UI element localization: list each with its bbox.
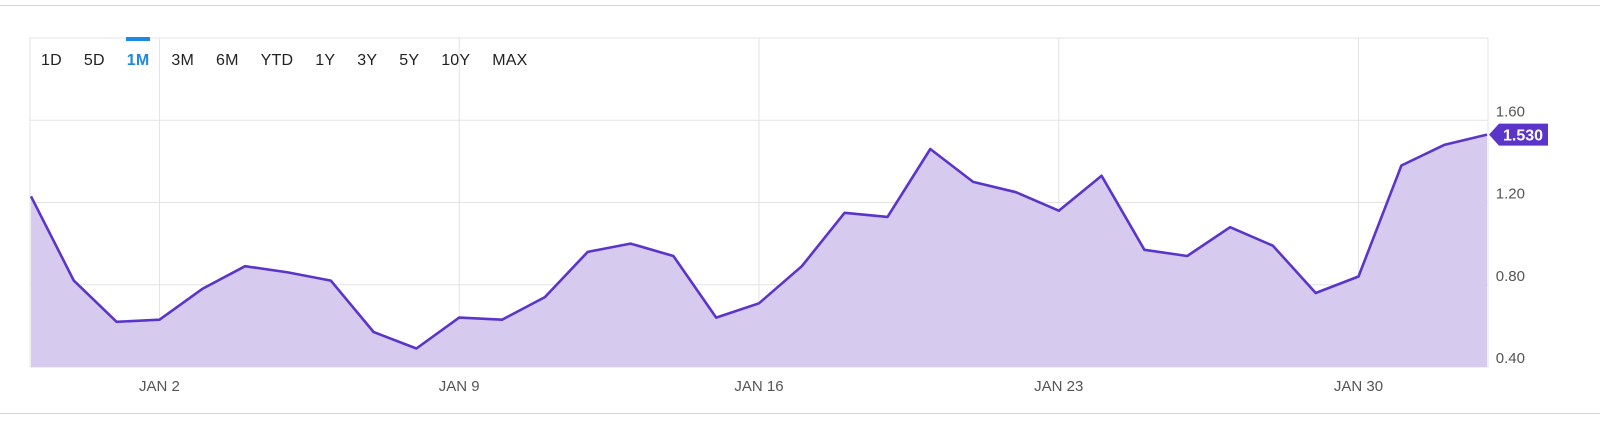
x-tick-label: JAN 23	[1034, 378, 1083, 395]
range-button-6m[interactable]: 6M	[216, 52, 239, 69]
range-button-1d[interactable]: 1D	[41, 52, 62, 69]
range-selector: 1D 5D 1M 3M 6M YTD 1Y 3Y 5Y 10Y MAX	[30, 47, 539, 75]
range-button-10y[interactable]: 10Y	[441, 52, 471, 69]
range-button-5d[interactable]: 5D	[83, 52, 105, 69]
y-axis-labels: 1.60 1.20 0.80 0.40	[1496, 103, 1525, 367]
range-button-1y[interactable]: 1Y	[315, 52, 336, 69]
range-button-max[interactable]: MAX	[492, 52, 528, 69]
frame-top-border	[0, 5, 1600, 6]
range-button-1m[interactable]: 1M	[116, 47, 161, 75]
x-tick-label: JAN 9	[439, 378, 480, 395]
x-tick-label: JAN 16	[734, 378, 783, 395]
chart-area-fill	[31, 134, 1487, 367]
badge-shape	[1489, 123, 1548, 146]
last-value-badge: 1.530	[1489, 123, 1548, 146]
x-axis-labels: JAN 2 JAN 9 JAN 16 JAN 23 JAN 30	[139, 378, 1383, 395]
range-button-ytd[interactable]: YTD	[260, 52, 294, 69]
frame-bottom-border	[0, 413, 1600, 414]
y-tick-label: 1.20	[1496, 186, 1525, 203]
x-tick-label: JAN 2	[139, 378, 180, 395]
y-tick-label: 0.80	[1496, 268, 1525, 285]
chart-series-line	[29, 133, 1488, 350]
range-button-3y[interactable]: 3Y	[357, 52, 378, 69]
x-tick-label: JAN 30	[1334, 378, 1383, 395]
last-value-label: 1.530	[1503, 128, 1543, 145]
y-tick-label: 1.60	[1496, 103, 1525, 120]
y-tick-label: 0.40	[1496, 350, 1525, 367]
range-button-3m[interactable]: 3M	[171, 52, 194, 69]
range-button-5y[interactable]: 5Y	[399, 52, 420, 69]
